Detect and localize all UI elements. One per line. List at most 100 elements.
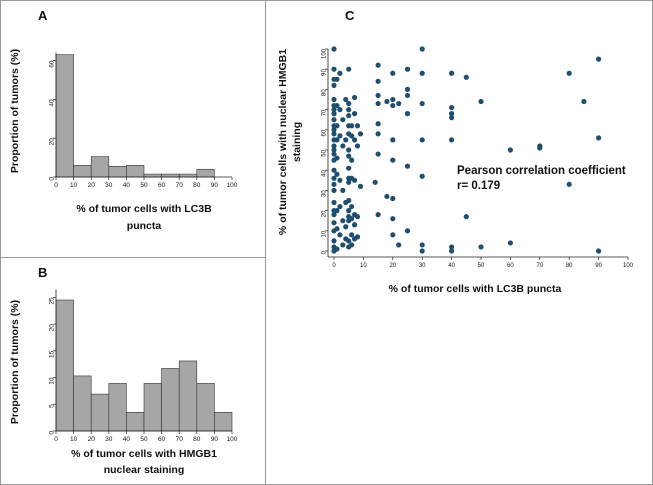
panel-c-point xyxy=(331,151,337,157)
panel-b-bar xyxy=(143,383,162,432)
panel-c-point xyxy=(334,226,340,232)
panel-c-y-tick-label: 50 xyxy=(322,149,328,156)
panel-c-point xyxy=(404,163,411,169)
panel-c-point xyxy=(334,171,340,177)
panel-c-point xyxy=(390,216,396,222)
panel-b-y-tick-label: 25 xyxy=(49,297,56,305)
panel-c-x-tick-label: 10 xyxy=(360,263,367,269)
panel-c-point xyxy=(566,70,572,76)
panel-a-y-tick-label: 0 xyxy=(49,177,56,181)
panel-c-x-tick-label: 70 xyxy=(536,263,543,269)
panel-c-y-tick-label: 60 xyxy=(322,129,328,136)
panel-c-point xyxy=(354,123,361,129)
panel-c-point xyxy=(596,56,602,62)
panel-c-point xyxy=(375,212,381,218)
panel-c-point xyxy=(331,147,337,153)
panel-a-x-tick-label: 40 xyxy=(123,182,131,189)
panel-c-point xyxy=(346,147,352,153)
panel-a-y-tick-label: 40 xyxy=(49,99,56,107)
panel-a-x-tick-label: 20 xyxy=(88,182,96,189)
panel-c-point xyxy=(331,131,337,137)
panel-c-point xyxy=(419,100,425,107)
panel-c-point xyxy=(537,145,543,151)
panel-c-point xyxy=(390,157,396,163)
panel-a-bar xyxy=(108,166,127,178)
panel-c-point xyxy=(419,173,425,179)
panel-c-point xyxy=(390,137,396,143)
panel-c-point xyxy=(331,238,337,244)
panel-c-point xyxy=(351,222,358,228)
panel-c-y-tick-label: 80 xyxy=(322,89,328,96)
panel-c-x-tick-label: 0 xyxy=(332,263,336,269)
panel-b-x-tick-label: 70 xyxy=(176,436,184,443)
panel-c-point xyxy=(334,123,340,129)
panel-c-point xyxy=(337,133,343,139)
panel-c-point xyxy=(349,216,355,222)
panel-c-y-tick-label: 0 xyxy=(322,250,328,254)
panel-c-point xyxy=(375,100,381,107)
panel-c-point xyxy=(351,94,358,101)
panel-a-y-tick-label: 60 xyxy=(49,60,56,68)
panel-a-letter: A xyxy=(38,8,48,23)
panel-c-point xyxy=(349,203,355,210)
panel-c-point xyxy=(331,107,337,113)
panel-c-point xyxy=(390,195,396,202)
panel-c-point xyxy=(331,117,337,123)
panel-c-y-tick-label: 90 xyxy=(322,69,328,76)
panel-c-point xyxy=(419,242,425,248)
panel-a-x-label-line1: % of tumor cells with LC3B xyxy=(76,203,212,215)
panel-c-point xyxy=(331,199,337,206)
panel-a-x-tick-label: 60 xyxy=(158,182,166,189)
panel-c-point xyxy=(478,98,484,105)
panel-b-letter: B xyxy=(38,265,47,280)
panel-c-point xyxy=(375,92,381,99)
panel-c-point xyxy=(346,100,352,107)
panel-b-x-tick-label: 100 xyxy=(227,436,238,443)
panel-a-x-tick-label: 90 xyxy=(211,182,219,189)
panel-c-point xyxy=(375,121,381,127)
panel-c-y-tick-label: 30 xyxy=(322,190,328,197)
panel-c-point xyxy=(331,167,337,173)
panel-c-point xyxy=(404,86,411,92)
panel-c-point xyxy=(346,107,352,113)
panel-c-point xyxy=(349,157,355,163)
panel-c-x-tick-label: 30 xyxy=(419,263,426,269)
panel-c-point xyxy=(340,218,346,224)
panel-c-x-tick-label: 60 xyxy=(507,263,514,269)
panel-c-point xyxy=(337,203,343,210)
panel-c-y-tick-label: 100 xyxy=(322,48,328,59)
panel-b-bar xyxy=(178,360,198,432)
panel-b-x-tick-label: 20 xyxy=(88,436,96,443)
panel-c-y-label-line2: staining xyxy=(291,122,303,162)
panel-c-point xyxy=(357,183,364,189)
panel-b-bar xyxy=(214,411,233,432)
panel-b-x-tick-label: 10 xyxy=(70,436,78,443)
panel-c-letter: C xyxy=(345,8,355,23)
panel-c-point xyxy=(334,246,340,252)
panel-c-point xyxy=(566,181,572,187)
panel-c-point xyxy=(581,98,587,105)
panel-c-point xyxy=(396,242,402,248)
panel-c-point xyxy=(349,123,355,129)
panel-c-x-tick-label: 40 xyxy=(448,263,455,269)
panel-b-bar xyxy=(161,368,180,432)
panel-c-point xyxy=(334,102,340,109)
panel-c-point xyxy=(349,133,355,139)
panel-c-point xyxy=(334,155,340,161)
panel-c-point xyxy=(372,179,378,185)
panel-c-annotation-line2: r= 0.179 xyxy=(457,180,500,192)
panel-a-x-tick-label: 0 xyxy=(54,182,58,189)
panel-c-point xyxy=(390,70,396,76)
panel-c-point xyxy=(390,96,396,103)
panel-b-x-tick-label: 60 xyxy=(158,436,166,443)
panel-b-bar xyxy=(108,383,127,432)
panel-c-point xyxy=(596,135,602,141)
panel-c-point xyxy=(357,131,364,137)
panel-b-x-tick-label: 0 xyxy=(54,436,58,443)
panel-c-point xyxy=(354,234,361,240)
panel-c-y-tick-label: 20 xyxy=(322,210,328,217)
panel-b-x-tick-label: 30 xyxy=(105,436,113,443)
panel-b-x-tick-label: 50 xyxy=(140,436,148,443)
panel-c-point xyxy=(507,147,513,153)
panel-c-point xyxy=(331,175,337,181)
